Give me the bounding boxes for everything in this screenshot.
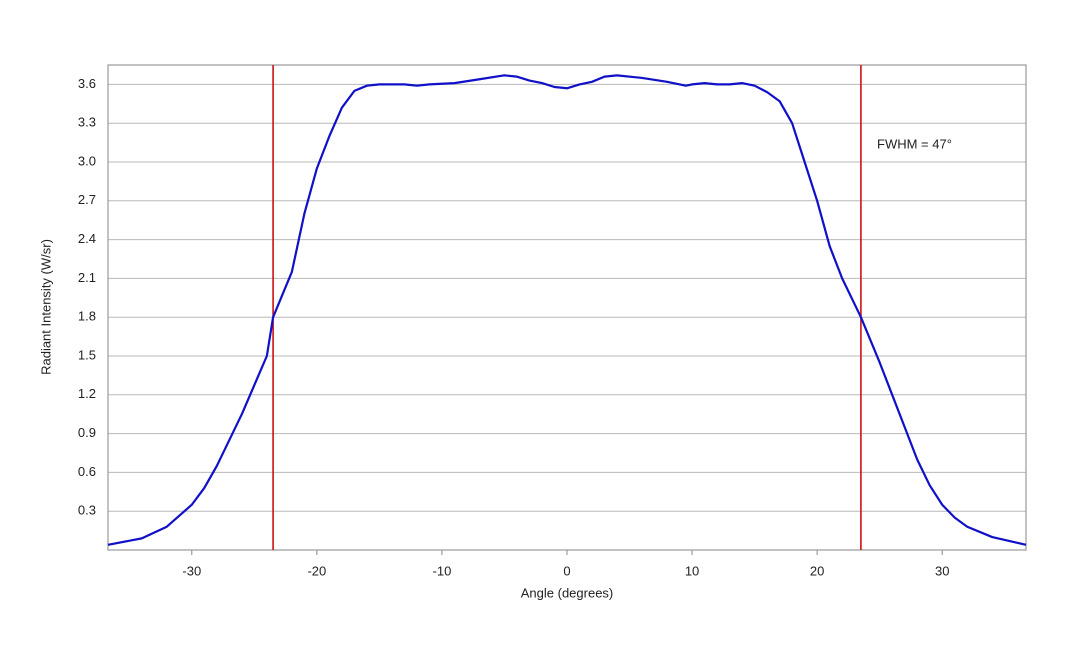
x-tick-label: 20 (810, 563, 824, 578)
x-tick-label: 10 (685, 563, 699, 578)
y-tick-label: 0.9 (78, 425, 96, 440)
x-tick-label: 0 (563, 563, 570, 578)
x-tick-label: 30 (935, 563, 949, 578)
y-tick-label: 1.2 (78, 386, 96, 401)
y-tick-label: 3.0 (78, 153, 96, 168)
x-tick-label: -20 (307, 563, 326, 578)
x-tick-label: -30 (182, 563, 201, 578)
y-tick-label: 1.8 (78, 309, 96, 324)
y-tick-label: 3.3 (78, 115, 96, 130)
y-tick-label: 2.7 (78, 192, 96, 207)
x-axis-label: Angle (degrees) (521, 585, 614, 600)
y-tick-label: 0.3 (78, 503, 96, 518)
annotation: FWHM = 47° (877, 136, 952, 151)
plot-frame (107, 64, 1027, 551)
y-tick-label: 2.4 (78, 231, 96, 246)
data-line (107, 74, 1027, 546)
y-tick-label: 1.5 (78, 347, 96, 362)
y-tick-label: 2.1 (78, 270, 96, 285)
y-tick-label: 0.6 (78, 464, 96, 479)
y-tick-label: 3.6 (78, 76, 96, 91)
y-axis-label: Radiant Intensity (W/sr) (38, 239, 53, 375)
x-tick-label: -10 (433, 563, 452, 578)
